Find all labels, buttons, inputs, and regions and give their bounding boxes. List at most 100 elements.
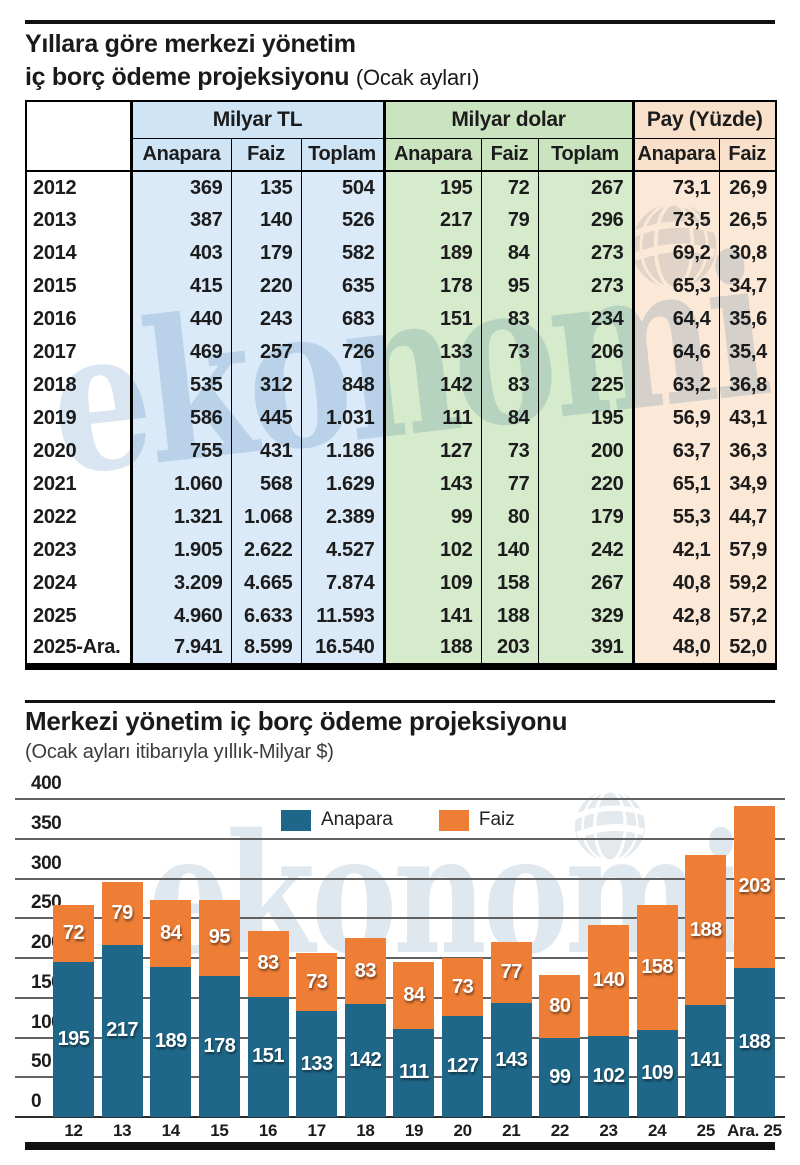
x-tick-label: 20 <box>453 1121 472 1140</box>
bar-value-label: 83 <box>354 959 377 982</box>
bar-group: 203 188 <box>733 806 775 1117</box>
value-cell: 4.960 <box>129 600 231 633</box>
chart-legend: Anapara Faiz <box>281 809 515 831</box>
value-cell: 203 <box>480 633 538 666</box>
bar-segment-faiz: 73 <box>442 958 484 1017</box>
x-tick-label: 15 <box>210 1121 229 1140</box>
year-cell: 2012 <box>25 171 131 204</box>
value-cell: 200 <box>537 435 633 468</box>
value-cell: 79 <box>480 204 538 237</box>
value-cell: 65,3 <box>631 270 719 303</box>
value-cell: 55,3 <box>631 501 719 534</box>
legend-item-anapara: Anapara <box>281 809 393 831</box>
value-cell: 469 <box>129 336 231 369</box>
bar-value-label: 158 <box>641 956 674 979</box>
value-cell: 72 <box>480 171 538 204</box>
value-cell: 142 <box>382 369 481 402</box>
value-cell: 11.593 <box>300 600 384 633</box>
bar-value-label: 99 <box>549 1066 571 1089</box>
table-panel-title: Yıllara göre merkezi yönetim iç borç ödem… <box>25 28 479 94</box>
year-cell: 2024 <box>25 567 131 600</box>
value-cell: 102 <box>382 534 481 567</box>
table-row: 2018 535 312 848 142 83 225 63,2 36,8 <box>25 369 777 402</box>
value-cell: 73 <box>480 435 538 468</box>
value-cell: 57,9 <box>718 534 777 567</box>
bar-value-label: 73 <box>306 970 328 993</box>
bar-segment-faiz: 203 <box>733 806 775 968</box>
value-cell: 26,5 <box>718 204 777 237</box>
value-cell: 43,1 <box>718 402 777 435</box>
value-cell: 1.629 <box>300 468 384 501</box>
value-cell: 179 <box>230 237 301 270</box>
bar-value-label: 141 <box>689 1049 722 1072</box>
gridline <box>15 957 785 959</box>
value-cell: 369 <box>129 171 231 204</box>
value-cell: 40,8 <box>631 567 719 600</box>
year-cell: 2013 <box>25 204 131 237</box>
bar-value-label: 188 <box>738 1030 771 1053</box>
value-cell: 635 <box>300 270 384 303</box>
value-cell: 179 <box>537 501 633 534</box>
value-cell: 63,2 <box>631 369 719 402</box>
value-cell: 26,9 <box>718 171 777 204</box>
table-row: 2022 1.321 1.068 2.389 99 80 179 55,3 44,7 <box>25 501 777 534</box>
column-group-header: Milyar dolar <box>382 101 633 138</box>
value-cell: 387 <box>129 204 231 237</box>
value-cell: 83 <box>480 369 538 402</box>
value-cell: 1.186 <box>300 435 384 468</box>
value-cell: 133 <box>382 336 481 369</box>
value-cell: 36,8 <box>718 369 777 402</box>
value-cell: 44,7 <box>718 501 777 534</box>
bar-value-label: 77 <box>500 961 523 984</box>
value-cell: 140 <box>480 534 538 567</box>
table-row: 2020 755 431 1.186 127 73 200 63,7 36,3 <box>25 435 777 468</box>
year-cell: 2025-Ara. <box>25 633 131 666</box>
value-cell: 1.321 <box>129 501 231 534</box>
bar-segment-anapara: 217 <box>101 944 143 1117</box>
value-cell: 95 <box>480 270 538 303</box>
value-cell: 69,2 <box>631 237 719 270</box>
y-tick-label: 350 <box>31 812 62 834</box>
value-cell: 140 <box>230 204 301 237</box>
value-cell: 158 <box>480 567 538 600</box>
value-cell: 726 <box>300 336 384 369</box>
value-cell: 225 <box>537 369 633 402</box>
gridline <box>15 1116 785 1118</box>
value-cell: 178 <box>382 270 481 303</box>
table-title-line-1: Yıllara göre merkezi yönetim <box>25 30 356 58</box>
value-cell: 848 <box>300 369 384 402</box>
table-row: 2014 403 179 582 189 84 273 69,2 30,8 <box>25 237 777 270</box>
bar-group: 84 189 <box>150 899 192 1117</box>
year-cell: 2019 <box>25 402 131 435</box>
value-cell: 30,8 <box>718 237 777 270</box>
value-cell: 1.060 <box>129 468 231 501</box>
legend-item-faiz: Faiz <box>438 809 515 831</box>
value-cell: 242 <box>537 534 633 567</box>
value-cell: 195 <box>537 402 633 435</box>
stacked-bar-chart: Anapara Faiz 0 50 100 150 200 250 300 350 400 72… <box>15 773 785 1118</box>
top-divider-line <box>25 20 775 24</box>
bar-segment-anapara: 189 <box>150 966 192 1117</box>
table-title-line-2: iç borç ödeme projeksiyonu <box>25 63 350 91</box>
bar-group: 140 102 <box>588 924 630 1117</box>
table-row: 2025-Ara. 7.941 8.599 16.540 188 203 391 48,0 52… <box>25 633 777 666</box>
column-sub-header: Anapara <box>382 137 481 171</box>
value-cell: 143 <box>382 468 481 501</box>
bar-value-label: 72 <box>62 921 85 944</box>
value-cell: 48,0 <box>631 633 719 666</box>
bar-segment-faiz: 83 <box>247 930 289 997</box>
bar-group: 73 133 <box>296 953 338 1117</box>
bar-value-label: 142 <box>349 1049 382 1072</box>
value-cell: 73 <box>480 336 538 369</box>
bar-segment-anapara: 127 <box>442 1016 484 1117</box>
bar-segment-faiz: 84 <box>150 899 192 967</box>
value-cell: 234 <box>537 303 633 336</box>
table-row: 2024 3.209 4.665 7.874 109 158 267 40,8 59,2 <box>25 567 777 600</box>
bar-segment-faiz: 84 <box>393 962 435 1029</box>
bar-segment-faiz: 73 <box>296 953 338 1012</box>
bars-layer: 72 195 79 217 84 189 95 178 83 151 73 133 83 142 84 111… <box>53 799 775 1117</box>
value-cell: 59,2 <box>718 567 777 600</box>
bar-group: 95 178 <box>198 899 240 1117</box>
value-cell: 755 <box>129 435 231 468</box>
value-cell: 7.874 <box>300 567 384 600</box>
